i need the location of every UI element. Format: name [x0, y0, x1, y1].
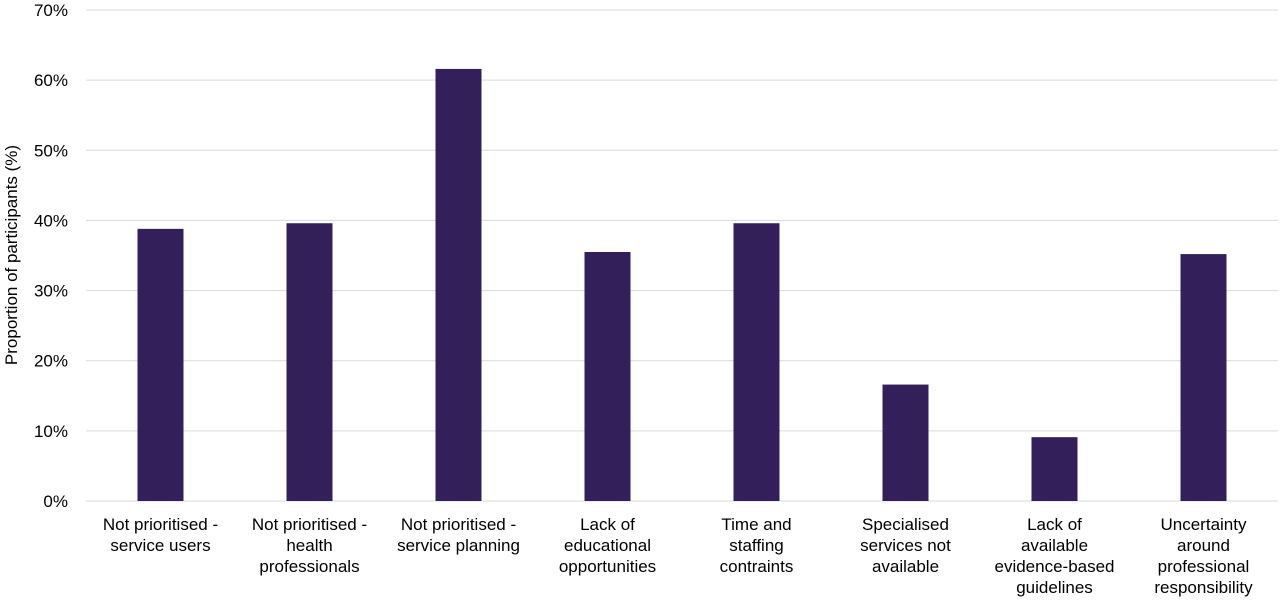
y-tick-label: 30%: [34, 282, 68, 301]
y-tick-label: 70%: [34, 1, 68, 20]
y-tick-label: 40%: [34, 211, 68, 230]
x-category-label-line: responsibility: [1154, 578, 1253, 597]
bar: [1031, 437, 1078, 501]
x-category-label: Not prioritised - health professionals: [252, 515, 367, 576]
x-category-label-line: available: [1021, 536, 1088, 555]
x-category-label-line: staffing: [729, 536, 784, 555]
bar: [584, 251, 631, 501]
x-category-label-line: services not: [860, 536, 951, 555]
y-axis-title: Proportion of participants (%): [2, 145, 21, 365]
x-category-label-line: Not prioritised -: [252, 515, 367, 534]
y-tick-label: 0%: [43, 492, 68, 511]
x-category-label-line: service planning: [397, 536, 520, 555]
bar: [882, 384, 929, 501]
x-category-label-line: Not prioritised -: [401, 515, 516, 534]
x-category-label-line: around: [1177, 536, 1230, 555]
x-category-label-line: Not prioritised -: [103, 515, 218, 534]
bars: [137, 68, 1227, 502]
x-category-label-line: guidelines: [1016, 578, 1093, 597]
x-category-label-line: health: [286, 536, 332, 555]
x-category-label-line: evidence-based: [994, 557, 1114, 576]
x-category-label-line: Lack of: [1027, 515, 1082, 534]
x-category-label-line: opportunities: [559, 557, 656, 576]
bar: [286, 223, 333, 501]
x-category-label: Not prioritised - service planning: [397, 515, 520, 555]
y-tick-label: 10%: [34, 422, 68, 441]
x-category-label-line: Uncertainty: [1161, 515, 1247, 534]
bar: [733, 223, 780, 501]
y-tick-label: 50%: [34, 141, 68, 160]
x-category-label-line: service users: [110, 536, 210, 555]
x-category-label-line: professional: [1158, 557, 1250, 576]
x-category-label-line: Specialised: [862, 515, 949, 534]
y-tick-label: 60%: [34, 71, 68, 90]
bar: [1180, 254, 1227, 501]
x-category-label: Time and staffing contraints: [720, 515, 794, 576]
x-category-label-line: Lack of: [580, 515, 635, 534]
x-category-label: Uncertainty around professional responsibil…: [1154, 515, 1253, 597]
x-category-label: Not prioritised - service users: [103, 515, 218, 555]
gridlines: [86, 9, 1278, 502]
y-axis-ticks: 0% 10% 20% 30% 40% 50% 60% 70%: [34, 1, 68, 511]
x-category-label-line: professionals: [259, 557, 359, 576]
x-category-label-line: Time and: [721, 515, 791, 534]
x-category-label: Lack of educational opportunities: [559, 515, 656, 576]
x-category-label: Lack of available evidence-based guidelines: [994, 515, 1114, 597]
y-tick-label: 20%: [34, 352, 68, 371]
bar: [137, 228, 184, 502]
x-category-label: Specialised services not available: [860, 515, 951, 576]
bar: [435, 68, 482, 502]
x-category-label-line: contraints: [720, 557, 794, 576]
x-category-label-line: educational: [564, 536, 651, 555]
x-category-label-line: available: [872, 557, 939, 576]
